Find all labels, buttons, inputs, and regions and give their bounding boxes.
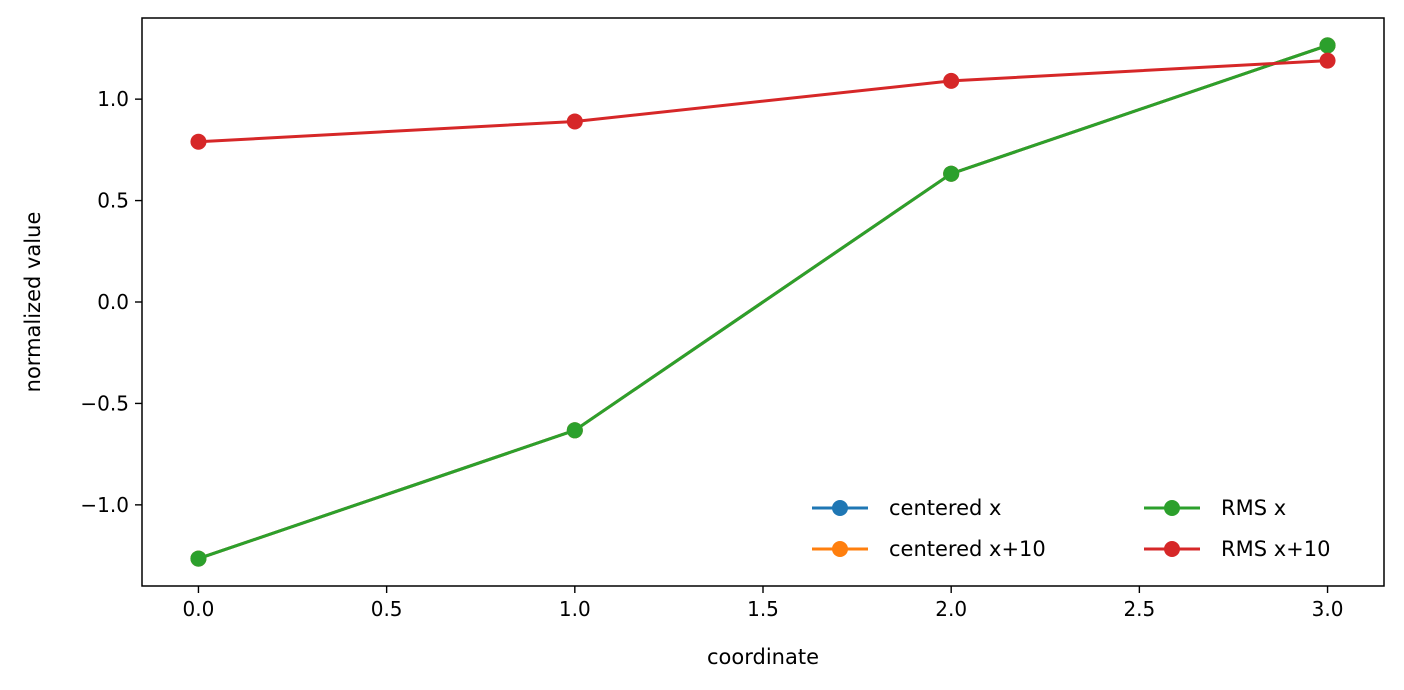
legend-item: RMS x (1144, 496, 1286, 520)
series-2 (190, 37, 1336, 567)
x-tick-label: 2.0 (935, 597, 967, 621)
y-tick-label: 0.0 (97, 290, 129, 314)
data-point (190, 133, 207, 150)
series-line (198, 59, 1328, 144)
legend-marker (1164, 500, 1180, 516)
legend-marker (1164, 541, 1180, 557)
data-point (943, 165, 960, 182)
legend-marker (832, 500, 848, 516)
x-tick-label: 0.0 (183, 597, 215, 621)
y-axis: −1.0 −0.5 0.0 0.5 1.0 (80, 87, 142, 517)
legend: centered x centered x+10 RMS x RMS x+10 (812, 496, 1330, 561)
legend-label: RMS x+10 (1221, 537, 1330, 561)
legend-label: centered x+10 (889, 537, 1046, 561)
x-axis: 0.0 0.5 1.0 1.5 2.0 2.5 3.0 (183, 586, 1344, 621)
data-point (566, 422, 583, 439)
legend-item: RMS x+10 (1144, 537, 1330, 561)
legend-item: centered x (812, 496, 1001, 520)
y-tick-label: 1.0 (97, 87, 129, 111)
y-tick-label: 0.5 (97, 189, 129, 213)
x-tick-label: 3.0 (1312, 597, 1344, 621)
y-tick-label: −0.5 (80, 391, 129, 415)
legend-marker (832, 541, 848, 557)
series-line (197, 43, 1329, 561)
series-layer (190, 37, 1336, 567)
legend-label: RMS x (1221, 496, 1286, 520)
x-tick-label: 1.5 (747, 597, 779, 621)
series-3 (190, 52, 1336, 150)
data-point (566, 113, 583, 130)
y-axis-label: normalized value (21, 212, 45, 393)
x-axis-label: coordinate (707, 645, 819, 669)
data-point (190, 550, 207, 567)
x-tick-label: 1.0 (559, 597, 591, 621)
data-point (1319, 37, 1336, 54)
data-point (1319, 52, 1336, 69)
y-tick-label: −1.0 (80, 493, 129, 517)
data-point (943, 72, 960, 89)
x-tick-label: 0.5 (371, 597, 403, 621)
legend-item: centered x+10 (812, 537, 1046, 561)
x-tick-label: 2.5 (1123, 597, 1155, 621)
legend-label: centered x (889, 496, 1001, 520)
